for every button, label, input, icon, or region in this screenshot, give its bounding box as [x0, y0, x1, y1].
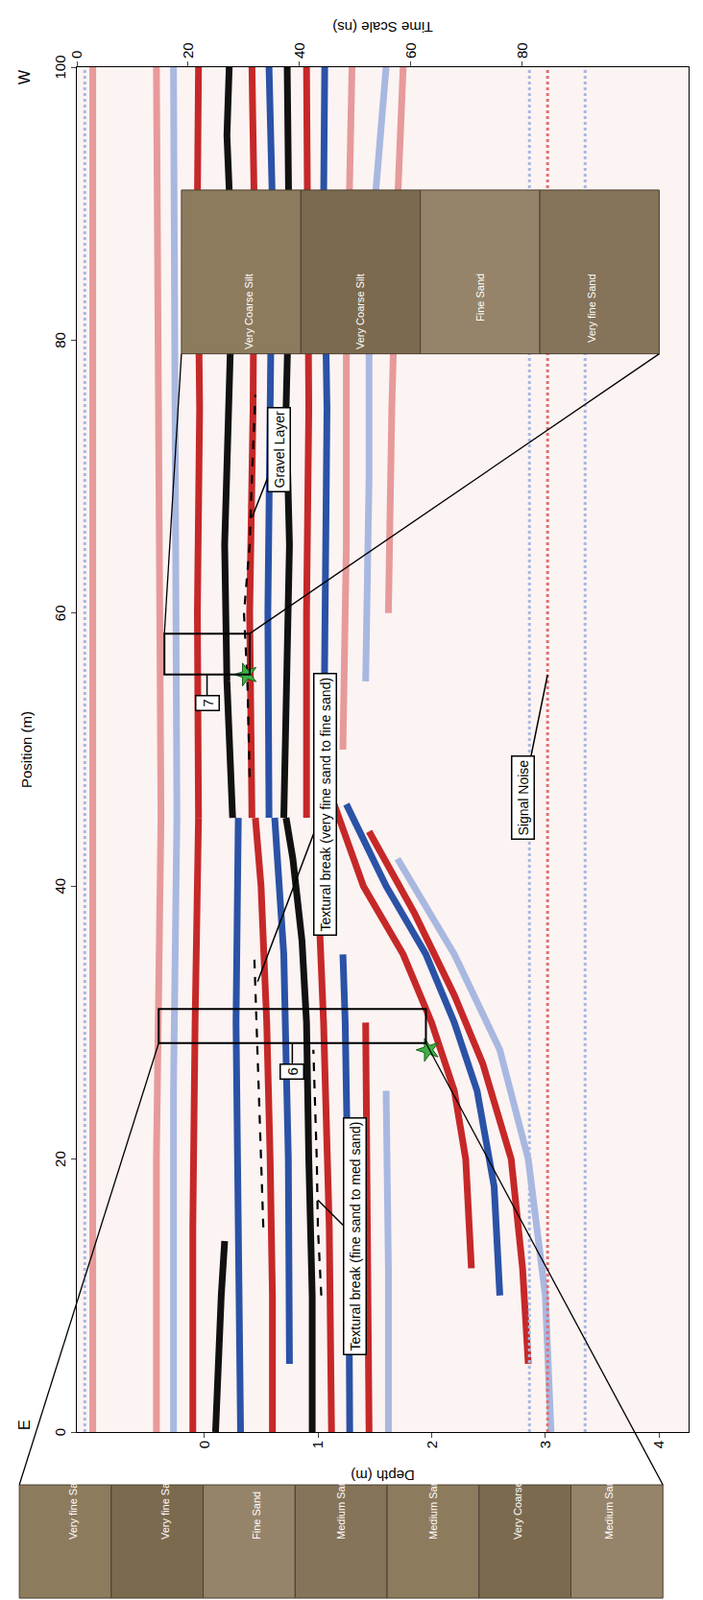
svg-text:W: W	[16, 69, 33, 85]
svg-text:Medium Sand: Medium Sand	[603, 1475, 615, 1541]
svg-text:40: 40	[51, 878, 69, 896]
svg-text:Fine Sand: Fine Sand	[250, 1492, 263, 1541]
svg-text:Very Coarse Silt: Very Coarse Silt	[354, 273, 366, 350]
svg-text:Very fine Sand: Very fine Sand	[585, 273, 598, 343]
svg-text:0: 0	[68, 50, 85, 59]
svg-text:Very fine Sand: Very fine Sand	[159, 1471, 171, 1541]
svg-text:7: 7	[199, 699, 217, 707]
svg-text:20: 20	[51, 1151, 69, 1168]
svg-text:Position (m): Position (m)	[18, 711, 35, 789]
svg-text:E: E	[16, 1420, 33, 1431]
svg-text:Textural break (very fine sand: Textural break (very fine sand to fine s…	[317, 678, 334, 933]
svg-text:Fine Sand: Fine Sand	[474, 273, 486, 322]
svg-text:Medium Sand: Medium Sand	[427, 1475, 439, 1541]
svg-text:2: 2	[423, 1441, 440, 1450]
svg-text:0: 0	[51, 1429, 69, 1437]
svg-text:Gravel Layer: Gravel Layer	[271, 411, 288, 488]
svg-text:40: 40	[290, 42, 308, 59]
svg-text:80: 80	[513, 42, 531, 59]
svg-text:6: 6	[284, 1067, 301, 1076]
svg-text:4: 4	[650, 1441, 667, 1450]
svg-text:3: 3	[536, 1441, 554, 1450]
svg-text:0: 0	[195, 1441, 213, 1450]
svg-text:Medium Sand: Medium Sand	[335, 1475, 347, 1541]
svg-text:Very fine Sand: Very fine Sand	[67, 1471, 79, 1541]
svg-text:80: 80	[51, 332, 69, 349]
svg-text:Signal Noise: Signal Noise	[515, 760, 532, 837]
svg-text:100: 100	[51, 54, 69, 79]
svg-text:Very Coarse Silt: Very Coarse Silt	[242, 273, 255, 350]
svg-text:1: 1	[309, 1441, 326, 1450]
svg-text:60: 60	[51, 605, 69, 622]
svg-text:Very Coarse Silt: Very Coarse Silt	[511, 1464, 524, 1541]
svg-text:Depth (m): Depth (m)	[350, 1468, 415, 1485]
svg-text:Textural break (fine sand to m: Textural break (fine sand to med sand)	[347, 1122, 364, 1353]
svg-text:60: 60	[402, 42, 419, 59]
svg-text:20: 20	[179, 42, 196, 59]
svg-text:Time Scale (ns): Time Scale (ns)	[332, 19, 433, 36]
